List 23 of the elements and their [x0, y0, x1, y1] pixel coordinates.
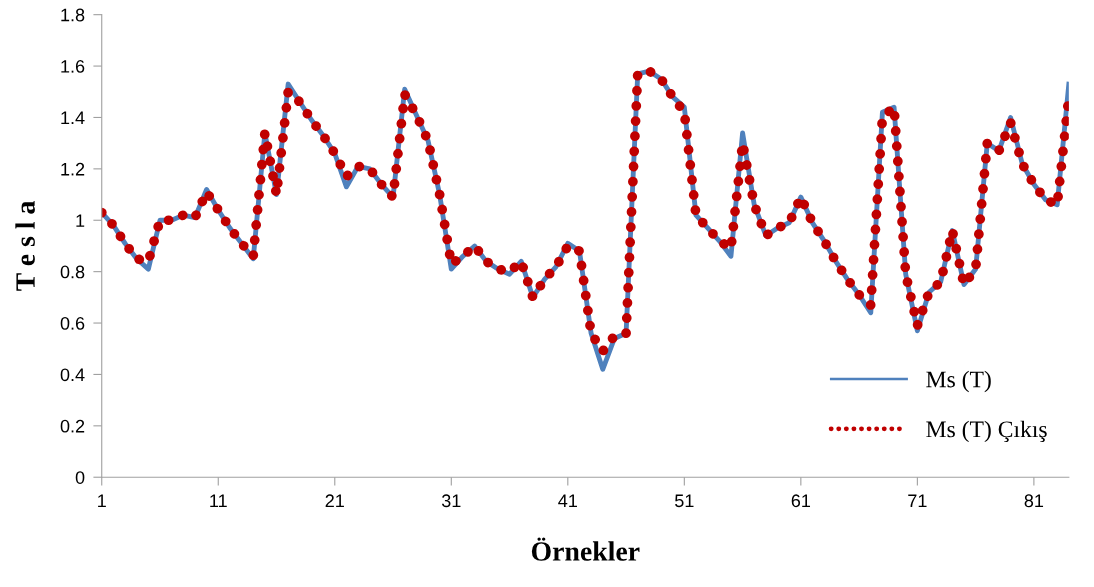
- y-tick-label: 1.4: [61, 111, 85, 125]
- legend-label: Ms (T): [926, 370, 991, 393]
- y-tick-label: 1: [76, 214, 85, 227]
- y-tick-label: 0.6: [60, 316, 85, 330]
- y-tick-label: 0.8: [60, 265, 85, 279]
- x-tick-label: 31: [441, 494, 461, 508]
- y-tick-label: 1.6: [61, 60, 85, 73]
- x-tick-label: 21: [325, 494, 344, 507]
- x-tick-label: 1: [98, 494, 106, 507]
- x-tick-label: 51: [675, 494, 694, 508]
- y-tick-label: 1.8: [61, 8, 85, 22]
- y-tick-label: 0.2: [60, 419, 85, 433]
- x-axis-title: Örnekler: [531, 537, 640, 561]
- y-tick-label: 1.2: [61, 162, 85, 176]
- y-tick-label: 0.4: [60, 368, 85, 382]
- x-tick-label: 41: [558, 494, 577, 507]
- x-tick-label: 61: [791, 494, 811, 508]
- x-tick-label: 11: [210, 494, 227, 507]
- x-tick-label: 81: [1024, 494, 1044, 508]
- y-axis-title: T e s l a: [15, 201, 35, 291]
- y-tick-label: 0: [75, 471, 85, 484]
- legend-label: Ms (T) Çıkış: [926, 420, 1047, 443]
- x-tick-label: 71: [908, 494, 927, 507]
